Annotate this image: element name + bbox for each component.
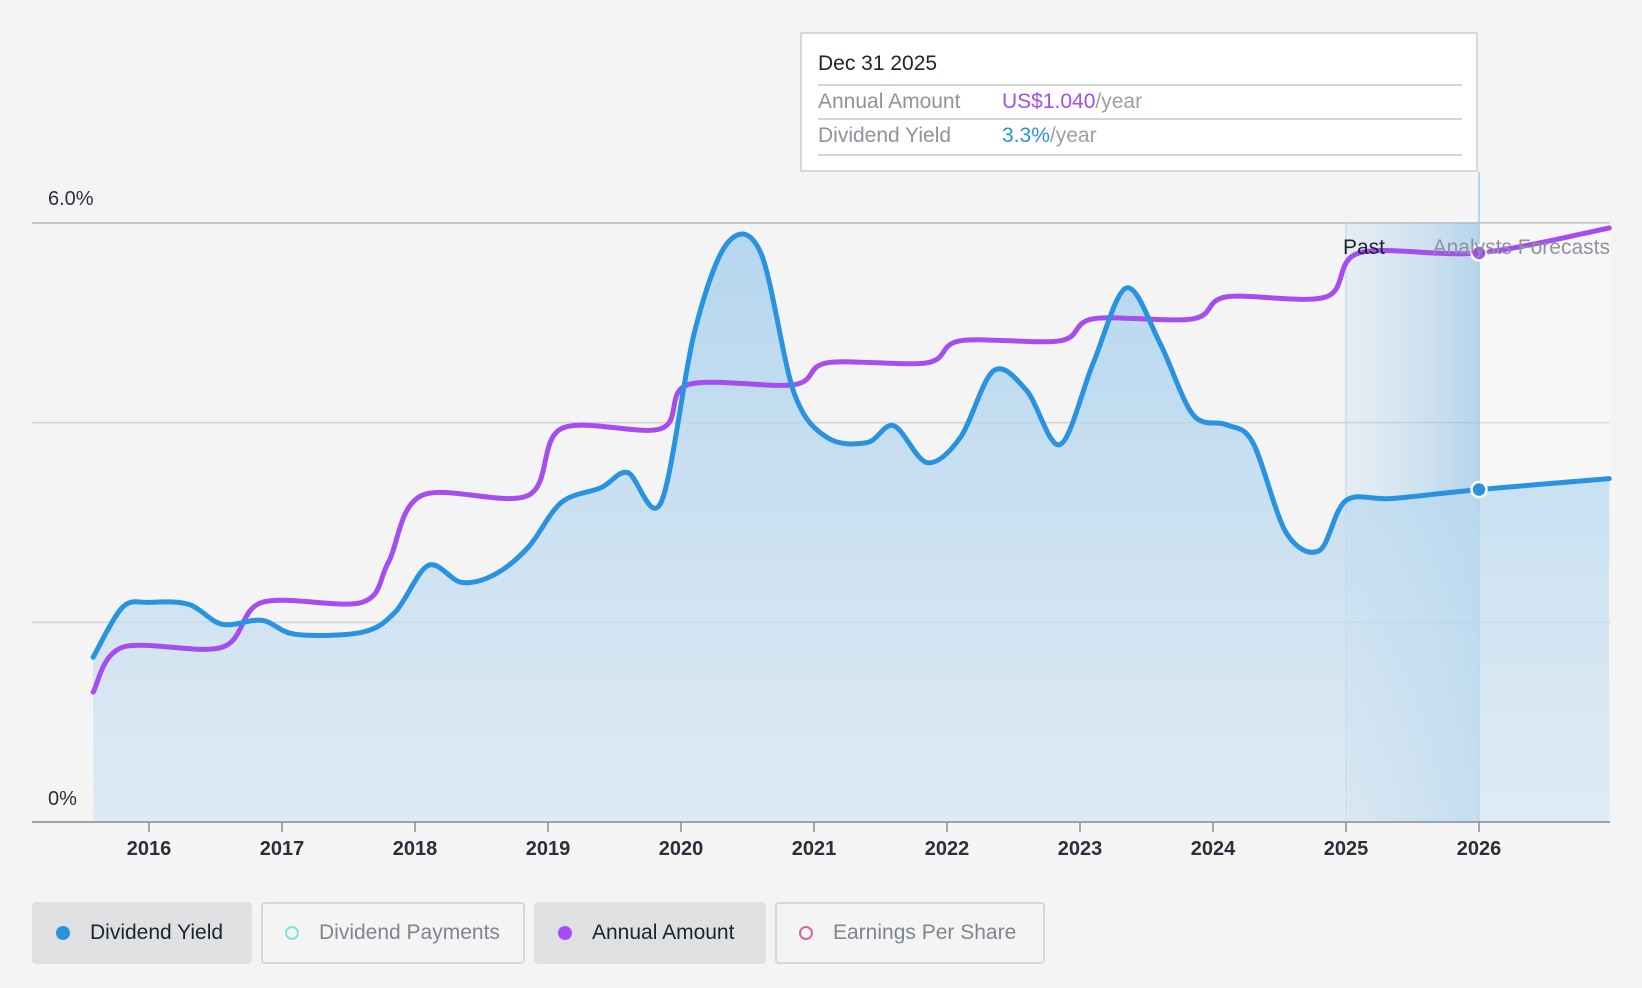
tooltip-yield-unit: /year [1049,124,1097,147]
x-tick-label: 2018 [393,838,438,860]
x-axis: 2016 2017 2018 2019 2020 2021 2022 2023 2024 2025… [32,821,1610,860]
tooltip-annual-unit: /year [1095,90,1143,113]
x-tick-label: 2023 [1058,838,1103,860]
legend-dividend-yield-label: Dividend Yield [90,921,224,944]
tooltip-yield-label: Dividend Yield [818,124,952,147]
data-tooltip: Dec 31 2025 Annual Amount US$1.040/year … [800,32,1478,172]
y-tick-label: 0% [48,788,77,810]
dividend-yield-area [93,233,1610,823]
legend-dividend-payments-button[interactable]: Dividend Payments [261,902,525,964]
tooltip-annual-row: Annual Amount US$1.040/year [818,84,1462,120]
annual-amount-marker [1470,244,1488,262]
series-layer [90,225,1612,823]
x-tick-label: 2017 [260,838,305,860]
legend-earnings-per-share-label: Earnings Per Share [833,921,1017,944]
x-tick-label: 2021 [792,838,837,860]
x-tick-label: 2025 [1324,838,1369,860]
legend-dividend-payments-label: Dividend Payments [319,921,500,944]
dividend-yield-line [90,231,1612,660]
filled-dot-icon [56,926,70,940]
tooltip-yield-row: Dividend Yield 3.3%/year [818,118,1462,156]
past-region-label: Past [1343,236,1385,259]
x-tick-label: 2016 [127,838,172,860]
x-tick-label: 2019 [526,838,571,860]
legend-earnings-per-share-button[interactable]: Earnings Per Share [775,902,1045,964]
legend-annual-amount-button[interactable]: Annual Amount [534,902,766,964]
hollow-dot-icon [799,926,813,940]
tooltip-annual-value: US$1.040 [1002,90,1096,113]
y-axis: 0% 6.0% [48,188,94,810]
highlight-markers [1470,244,1488,499]
x-tick-label: 2020 [659,838,704,860]
x-tick-label: 2024 [1191,838,1236,860]
hollow-dot-icon [285,926,299,940]
dividend-yield-marker [1470,480,1488,499]
tooltip-annual-label: Annual Amount [818,90,961,113]
legend-dividend-yield-button[interactable]: Dividend Yield [32,902,252,964]
x-tick-label: 2026 [1457,838,1502,860]
y-tick-label: 6.0% [48,188,94,210]
forecast-region-label: Analysts Forecasts [1433,236,1610,259]
filled-dot-icon [558,926,572,940]
tooltip-yield-value: 3.3% [1002,124,1050,147]
tooltip-date: Dec 31 2025 [818,52,938,75]
legend-annual-amount-label: Annual Amount [592,921,735,944]
x-tick-label: 2022 [925,838,970,860]
